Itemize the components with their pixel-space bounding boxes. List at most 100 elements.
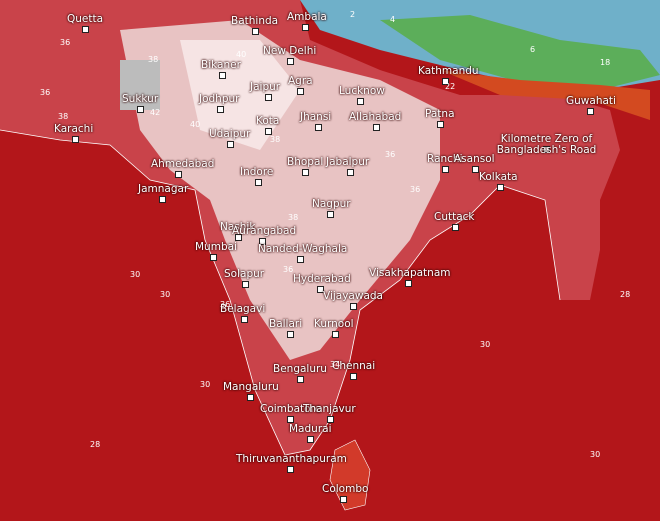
lowlands: [440, 70, 650, 120]
city-marker: [159, 196, 166, 203]
hottest-area: [180, 40, 300, 150]
contour-label: 38: [288, 213, 299, 222]
city-marker: [442, 166, 449, 173]
city-marker: [327, 211, 334, 218]
city-label: Aurangabad: [232, 225, 297, 237]
city-label: Indore: [240, 166, 274, 178]
city-marker: [265, 128, 272, 135]
city-marker: [350, 373, 357, 380]
city-label: Ambala: [287, 11, 327, 23]
city-label: Thanjavur: [303, 403, 356, 415]
city-marker: [259, 238, 266, 245]
gray-area: [120, 60, 160, 110]
contour-label: 4: [390, 15, 396, 24]
city-label: Mangaluru: [223, 381, 279, 393]
city-marker: [255, 179, 262, 186]
city-marker: [227, 141, 234, 148]
city-marker: [287, 466, 294, 473]
city-label: Jhansi: [300, 111, 332, 123]
city-label: Coimbatore: [260, 403, 322, 415]
city-marker: [297, 256, 304, 263]
city-label: Vijayawada: [323, 290, 383, 302]
contour-label: 42: [150, 108, 161, 117]
city-label: Hyderabad: [293, 273, 351, 285]
city-label: Nagpur: [312, 198, 351, 210]
city-label: Chennai: [332, 360, 376, 372]
city-marker: [442, 78, 449, 85]
contour-label: 30: [160, 290, 171, 299]
city-marker: [217, 106, 224, 113]
contour-label: 30: [130, 270, 141, 279]
city-label: Kilometre Zero of Bangladesh's Road: [496, 133, 597, 156]
city-marker: [137, 106, 144, 113]
city-marker: [210, 254, 217, 261]
contour-label: 36: [410, 185, 421, 194]
contour-label: 38: [270, 135, 281, 144]
city-label: Bikaner: [201, 59, 241, 71]
contour-label: 22: [445, 82, 456, 91]
city-marker: [587, 108, 594, 115]
city-marker: [327, 416, 334, 423]
city-label: Bhopal: [287, 156, 324, 168]
city-label: Jodhpur: [199, 93, 240, 105]
sri-lanka: [329, 439, 371, 511]
contour-label: 30: [590, 450, 601, 459]
city-marker: [405, 280, 412, 287]
city-marker: [373, 124, 380, 131]
city-marker: [242, 281, 249, 288]
contour-label: 2: [350, 10, 356, 19]
contour-label: 38: [58, 112, 69, 121]
contour-label: 40: [190, 120, 201, 129]
city-marker: [307, 436, 314, 443]
city-label: Kurnool: [314, 318, 354, 330]
city-marker: [175, 171, 182, 178]
city-marker: [497, 184, 504, 191]
city-marker: [332, 331, 339, 338]
city-label: Nashik: [220, 221, 256, 233]
city-marker: [357, 98, 364, 105]
city-marker: [297, 376, 304, 383]
foothills: [380, 15, 660, 90]
city-marker: [82, 26, 89, 33]
city-label: Agra: [288, 75, 313, 87]
city-label: Allahabad: [349, 111, 402, 123]
city-label: Jamnagar: [138, 183, 189, 195]
city-label: Sukkur: [122, 93, 159, 105]
contour-label: 38: [148, 55, 159, 64]
city-label: Belagavi: [220, 303, 266, 315]
city-marker: [265, 94, 272, 101]
contour-label: 34: [330, 360, 341, 369]
contour-label: 36: [40, 88, 51, 97]
city-marker: [72, 136, 79, 143]
city-label: Bengaluru: [273, 363, 327, 375]
city-marker: [247, 394, 254, 401]
contour-label: 28: [620, 290, 631, 299]
city-marker: [297, 88, 304, 95]
city-marker: [302, 169, 309, 176]
city-label: Ahmedabad: [151, 158, 215, 170]
city-label: Patna: [425, 108, 455, 120]
city-label: Kathmandu: [418, 65, 479, 77]
city-marker: [315, 124, 322, 131]
city-label: Colombo: [322, 483, 369, 495]
city-marker: [452, 224, 459, 231]
contour-label: 40: [236, 50, 247, 59]
contour-label: 6: [530, 45, 536, 54]
city-label: Mumbai: [195, 241, 237, 253]
city-marker: [252, 28, 259, 35]
city-marker: [437, 121, 444, 128]
contour-label: 30: [200, 380, 211, 389]
city-label: New Delhi: [263, 45, 317, 57]
city-marker: [302, 24, 309, 31]
city-label: Ranchi: [427, 153, 463, 165]
city-label: Guwahati: [566, 95, 616, 107]
city-marker: [219, 72, 226, 79]
contour-label: 28: [90, 440, 101, 449]
city-marker: [543, 146, 550, 153]
city-marker: [287, 416, 294, 423]
city-label: Visakhapatnam: [369, 267, 451, 279]
city-label: Lucknow: [339, 85, 385, 97]
city-marker: [287, 58, 294, 65]
